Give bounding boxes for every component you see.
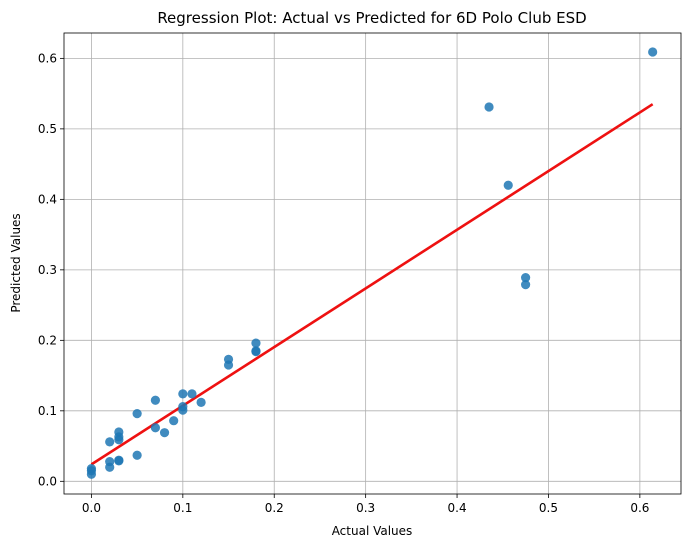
plot-frame: [63, 32, 682, 495]
y-tick-label: 0.5: [38, 122, 57, 136]
y-tick-label: 0.3: [38, 263, 57, 277]
data-point: [132, 409, 142, 419]
y-tick-label: 0.2: [38, 333, 57, 347]
x-tick-label: 0.3: [356, 501, 375, 515]
regression-line: [90, 103, 654, 466]
x-tick-label: 0.5: [539, 501, 558, 515]
regression-line-layer: [90, 103, 654, 466]
data-point: [178, 401, 188, 412]
data-point: [114, 427, 124, 437]
data-point: [86, 464, 97, 474]
y-tick-label: 0.0: [38, 474, 57, 488]
chart-title: Regression Plot: Actual vs Predicted for…: [157, 9, 586, 27]
x-tick-label: 0.0: [82, 501, 101, 515]
data-point: [114, 455, 124, 465]
data-points: [86, 47, 658, 479]
x-tick-label: 0.4: [448, 501, 467, 515]
y-tick-label: 0.6: [38, 51, 57, 65]
data-point: [196, 397, 206, 407]
data-point: [169, 416, 179, 426]
data-point: [503, 180, 513, 190]
data-point: [105, 456, 115, 467]
data-point: [484, 102, 494, 112]
data-point: [251, 346, 261, 356]
x-tick-label: 0.6: [630, 501, 649, 515]
grid-lines: [64, 33, 681, 494]
data-point: [159, 428, 170, 438]
x-axis-label: Actual Values: [332, 524, 413, 538]
data-point: [648, 47, 658, 57]
data-point: [521, 280, 531, 290]
y-tick-label: 0.1: [38, 404, 57, 418]
x-tick-label: 0.2: [265, 501, 284, 515]
data-point: [187, 389, 197, 399]
data-point: [132, 450, 142, 460]
data-point: [521, 272, 531, 283]
x-tick-label: 0.1: [173, 501, 192, 515]
axis-ticks: 0.0 0.1 0.2 0.3 0.4 0.5 0.6 0.0 0.1 0.2 0.3 0.4 0.5 0…: [38, 51, 650, 515]
data-point: [251, 338, 261, 348]
y-axis-label: Predicted Values: [9, 213, 23, 312]
y-tick-label: 0.4: [38, 192, 57, 206]
data-point: [105, 437, 115, 447]
data-point: [178, 389, 188, 399]
data-point: [223, 354, 234, 364]
data-point: [150, 423, 161, 433]
data-point: [150, 395, 161, 405]
